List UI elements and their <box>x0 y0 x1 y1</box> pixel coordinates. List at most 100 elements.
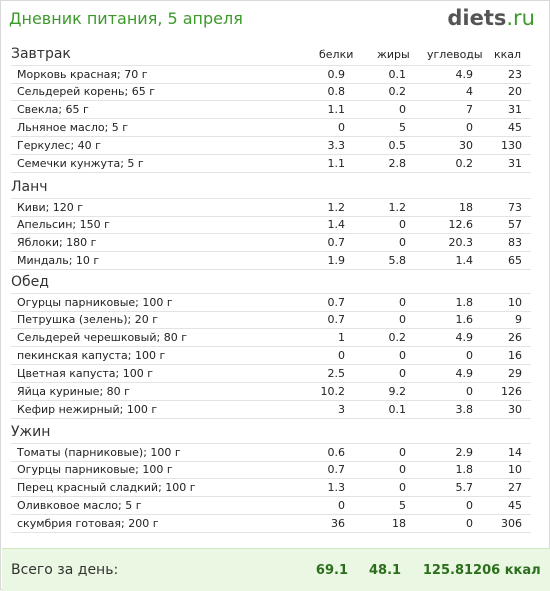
food-row: Сельдерей черешковый; 80 г 1 0.2 4.9 26 <box>11 329 531 347</box>
carbs-value: 2.9 <box>455 446 474 459</box>
food-name: Перец красный сладкий; 100 г <box>17 481 196 494</box>
carbs-value: 20.3 <box>448 236 474 249</box>
header: Дневник питания, 5 апреля diets.ru <box>1 1 549 37</box>
protein-value: 1.4 <box>327 218 346 231</box>
carbs-value: 0 <box>466 517 473 530</box>
food-row: Перец красный сладкий; 100 г 1.3 0 5.7 27 <box>11 479 531 497</box>
header-fat: жиры <box>377 48 410 61</box>
total-carbs: 125.8 <box>422 563 464 578</box>
kcal-value: 27 <box>508 481 522 494</box>
protein-value: 0.7 <box>327 313 346 326</box>
fat-value: 0 <box>399 218 406 231</box>
food-name: Огурцы парниковые; 100 г <box>17 296 173 309</box>
kcal-value: 306 <box>501 517 522 530</box>
carbs-value: 4.9 <box>455 367 474 380</box>
carbs-value: 7 <box>466 103 473 116</box>
carbs-value: 4 <box>466 85 473 98</box>
protein-value: 36 <box>331 517 345 530</box>
kcal-value: 20 <box>508 85 522 98</box>
fat-value: 5 <box>399 499 406 512</box>
fat-value: 0 <box>399 313 406 326</box>
food-row: скумбрия готовая; 200 г 36 18 0 306 <box>11 515 531 533</box>
protein-value: 1.9 <box>327 254 346 267</box>
fat-value: 2.8 <box>388 157 407 170</box>
kcal-value: 65 <box>508 254 522 267</box>
carbs-value: 0 <box>466 349 473 362</box>
food-row: Сельдерей корень; 65 г 0.8 0.2 4 20 <box>11 83 531 101</box>
food-name: Миндаль; 10 г <box>17 254 100 267</box>
kcal-value: 31 <box>508 103 522 116</box>
food-row: пекинская капуста; 100 г 0 0 0 16 <box>11 347 531 365</box>
kcal-value: 9 <box>515 313 522 326</box>
fat-value: 0 <box>399 349 406 362</box>
food-row: Геркулес; 40 г 3.3 0.5 30 130 <box>11 137 531 155</box>
carbs-value: 1.6 <box>455 313 474 326</box>
fat-value: 0 <box>399 236 406 249</box>
food-row: Оливковое масло; 5 г 0 5 0 45 <box>11 497 531 515</box>
protein-value: 2.5 <box>327 367 346 380</box>
fat-value: 0.2 <box>388 331 407 344</box>
header-carbs: углеводы <box>427 48 483 61</box>
fat-value: 0 <box>399 481 406 494</box>
food-row: Цветная капуста; 100 г 2.5 0 4.9 29 <box>11 365 531 383</box>
carbs-value: 0 <box>466 499 473 512</box>
protein-value: 0 <box>338 349 345 362</box>
fat-value: 1.2 <box>388 201 407 214</box>
food-name: пекинская капуста; 100 г <box>17 349 166 362</box>
food-row: Киви; 120 г 1.2 1.2 18 73 <box>11 198 531 217</box>
section-lunch-heading: Ланч <box>11 179 48 195</box>
food-name: Киви; 120 г <box>17 201 84 214</box>
food-row: Семечки кунжута; 5 г 1.1 2.8 0.2 31 <box>11 155 531 173</box>
food-name: Геркулес; 40 г <box>17 139 101 152</box>
daily-total-bar: Всего за день: 69.1 48.1 125.8 1206 ккал <box>2 548 550 591</box>
page-title: Дневник питания, 5 апреля <box>9 9 243 28</box>
fat-value: 0.1 <box>388 68 407 81</box>
kcal-value: 83 <box>508 236 522 249</box>
food-name: скумбрия готовая; 200 г <box>17 517 159 530</box>
kcal-value: 31 <box>508 157 522 170</box>
carbs-value: 18 <box>459 201 473 214</box>
protein-value: 1 <box>338 331 345 344</box>
carbs-value: 0 <box>466 121 473 134</box>
kcal-value: 126 <box>501 385 522 398</box>
food-name: Яйца куриные; 80 г <box>17 385 130 398</box>
protein-value: 1.2 <box>327 201 346 214</box>
logo-tld: .ru <box>506 6 535 30</box>
carbs-value: 1.8 <box>455 296 474 309</box>
fat-value: 0.5 <box>388 139 407 152</box>
food-name: Кефир нежирный; 100 г <box>17 403 158 416</box>
food-row: Петрушка (зелень); 20 г 0.7 0 1.6 9 <box>11 311 531 329</box>
header-kcal: ккал <box>494 48 522 61</box>
protein-value: 1.1 <box>327 103 346 116</box>
kcal-value: 30 <box>508 403 522 416</box>
kcal-value: 16 <box>508 349 522 362</box>
header-protein: белки <box>319 48 354 61</box>
food-name: Апельсин; 150 г <box>17 218 110 231</box>
section-dinner-heading: Обед <box>11 274 49 290</box>
fat-value: 0.1 <box>388 403 407 416</box>
protein-value: 0.7 <box>327 236 346 249</box>
protein-value: 1.1 <box>327 157 346 170</box>
kcal-value: 73 <box>508 201 522 214</box>
fat-value: 5.8 <box>388 254 407 267</box>
food-name: Морковь красная; 70 г <box>17 68 148 81</box>
food-name: Сельдерей корень; 65 г <box>17 85 156 98</box>
protein-value: 0 <box>338 121 345 134</box>
site-logo[interactable]: diets.ru <box>447 6 535 30</box>
fat-value: 0 <box>399 463 406 476</box>
protein-value: 0 <box>338 499 345 512</box>
total-fat: 48.1 <box>369 563 402 578</box>
logo-main: diets <box>447 6 507 30</box>
carbs-value: 3.8 <box>455 403 474 416</box>
food-name: Томаты (парниковые); 100 г <box>17 446 181 459</box>
section-supper-heading: Ужин <box>11 424 51 440</box>
protein-value: 3 <box>338 403 345 416</box>
food-name: Цветная капуста; 100 г <box>17 367 154 380</box>
kcal-value: 45 <box>508 121 522 134</box>
carbs-value: 0.2 <box>455 157 474 170</box>
food-name: Петрушка (зелень); 20 г <box>17 313 159 326</box>
protein-value: 3.3 <box>327 139 346 152</box>
food-name: Яблоки; 180 г <box>17 236 97 249</box>
food-row: Свекла; 65 г 1.1 0 7 31 <box>11 101 531 119</box>
